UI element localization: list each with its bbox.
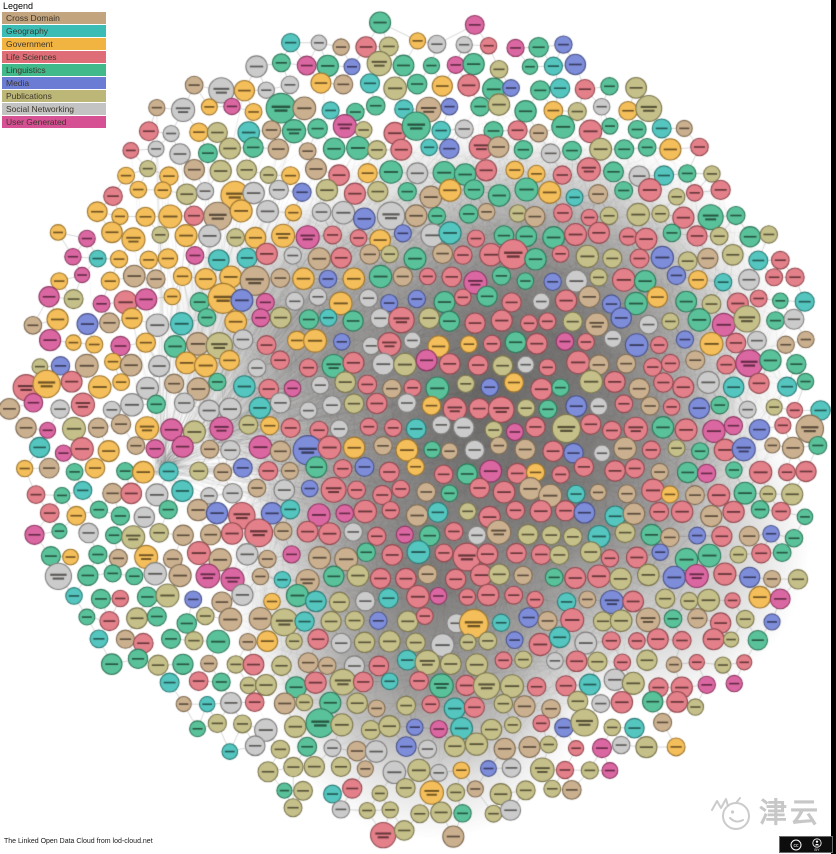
legend-rows: Cross Domain Geography Government Life Scie… [2, 12, 106, 128]
legend-item-geography: Geography [2, 25, 106, 37]
legend-item-publications: Publications [2, 90, 106, 102]
svg-text:cc: cc [794, 843, 800, 849]
jinyun-watermark-text: 津云 [759, 797, 822, 828]
legend-item-social-networking: Social Networking [2, 103, 106, 115]
attribution-text: The Linked Open Data Cloud from lod-clou… [4, 838, 153, 845]
jinyun-watermark: 津云 [708, 792, 821, 834]
legend-item-government: Government [2, 38, 106, 50]
legend-item-linguistics: Linguistics [2, 64, 106, 76]
legend: Legend Cross Domain Geography Government Li… [2, 1, 106, 129]
cc-by-license-badge: cc BY [779, 836, 833, 853]
right-edge-bar [831, 0, 836, 854]
legend-item-life-sciences: Life Sciences [2, 51, 106, 63]
legend-item-user-generated: User Generated [2, 116, 106, 128]
legend-title: Legend [3, 1, 34, 11]
cc-icon: cc [790, 839, 802, 850]
legend-item-cross-domain: Cross Domain [2, 12, 106, 24]
by-person-icon [812, 837, 822, 848]
by-label: BY [814, 846, 820, 852]
by-attribution-wrap: BY [812, 837, 822, 852]
jinyun-mascot-icon [711, 797, 750, 830]
legend-item-media: Media [2, 77, 106, 89]
